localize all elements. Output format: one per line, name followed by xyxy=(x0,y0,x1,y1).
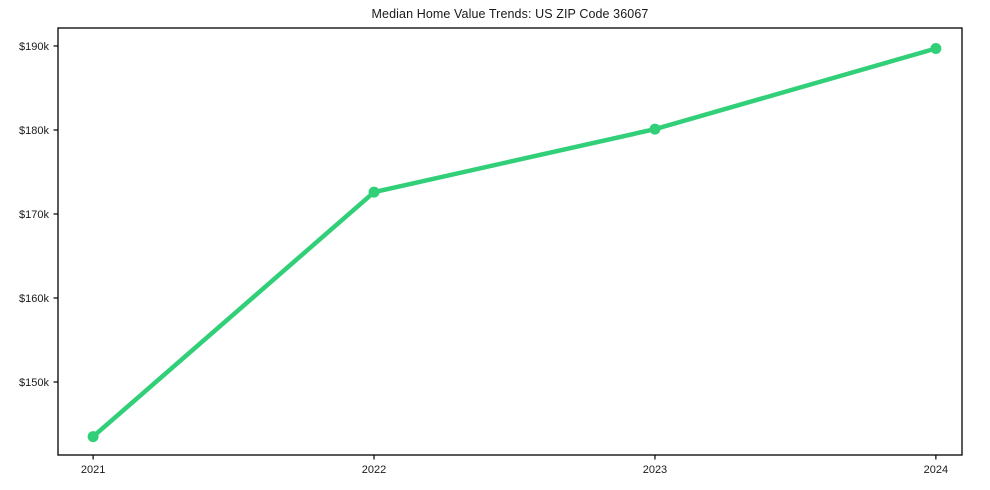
y-axis-tick-label: $160k xyxy=(19,293,49,305)
y-axis-tick-label: $150k xyxy=(19,377,49,389)
x-axis-tick-label: 2022 xyxy=(362,464,386,476)
x-axis-tick-label: 2021 xyxy=(81,464,105,476)
data-point-marker xyxy=(649,123,661,135)
trend-line xyxy=(90,46,939,439)
x-axis-tick-label: 2023 xyxy=(643,464,667,476)
y-axis-tick-label: $170k xyxy=(19,209,49,221)
y-axis-tick-label: $190k xyxy=(19,41,49,53)
data-point-marker xyxy=(87,431,99,443)
plot-border xyxy=(57,27,963,456)
y-axis-tick-label: $180k xyxy=(19,125,49,137)
chart-title: Median Home Value Trends: US ZIP Code 36… xyxy=(371,7,649,21)
data-point-marker xyxy=(368,186,380,198)
data-point-marker xyxy=(930,42,942,54)
x-axis-tick-label: 2024 xyxy=(924,464,948,476)
